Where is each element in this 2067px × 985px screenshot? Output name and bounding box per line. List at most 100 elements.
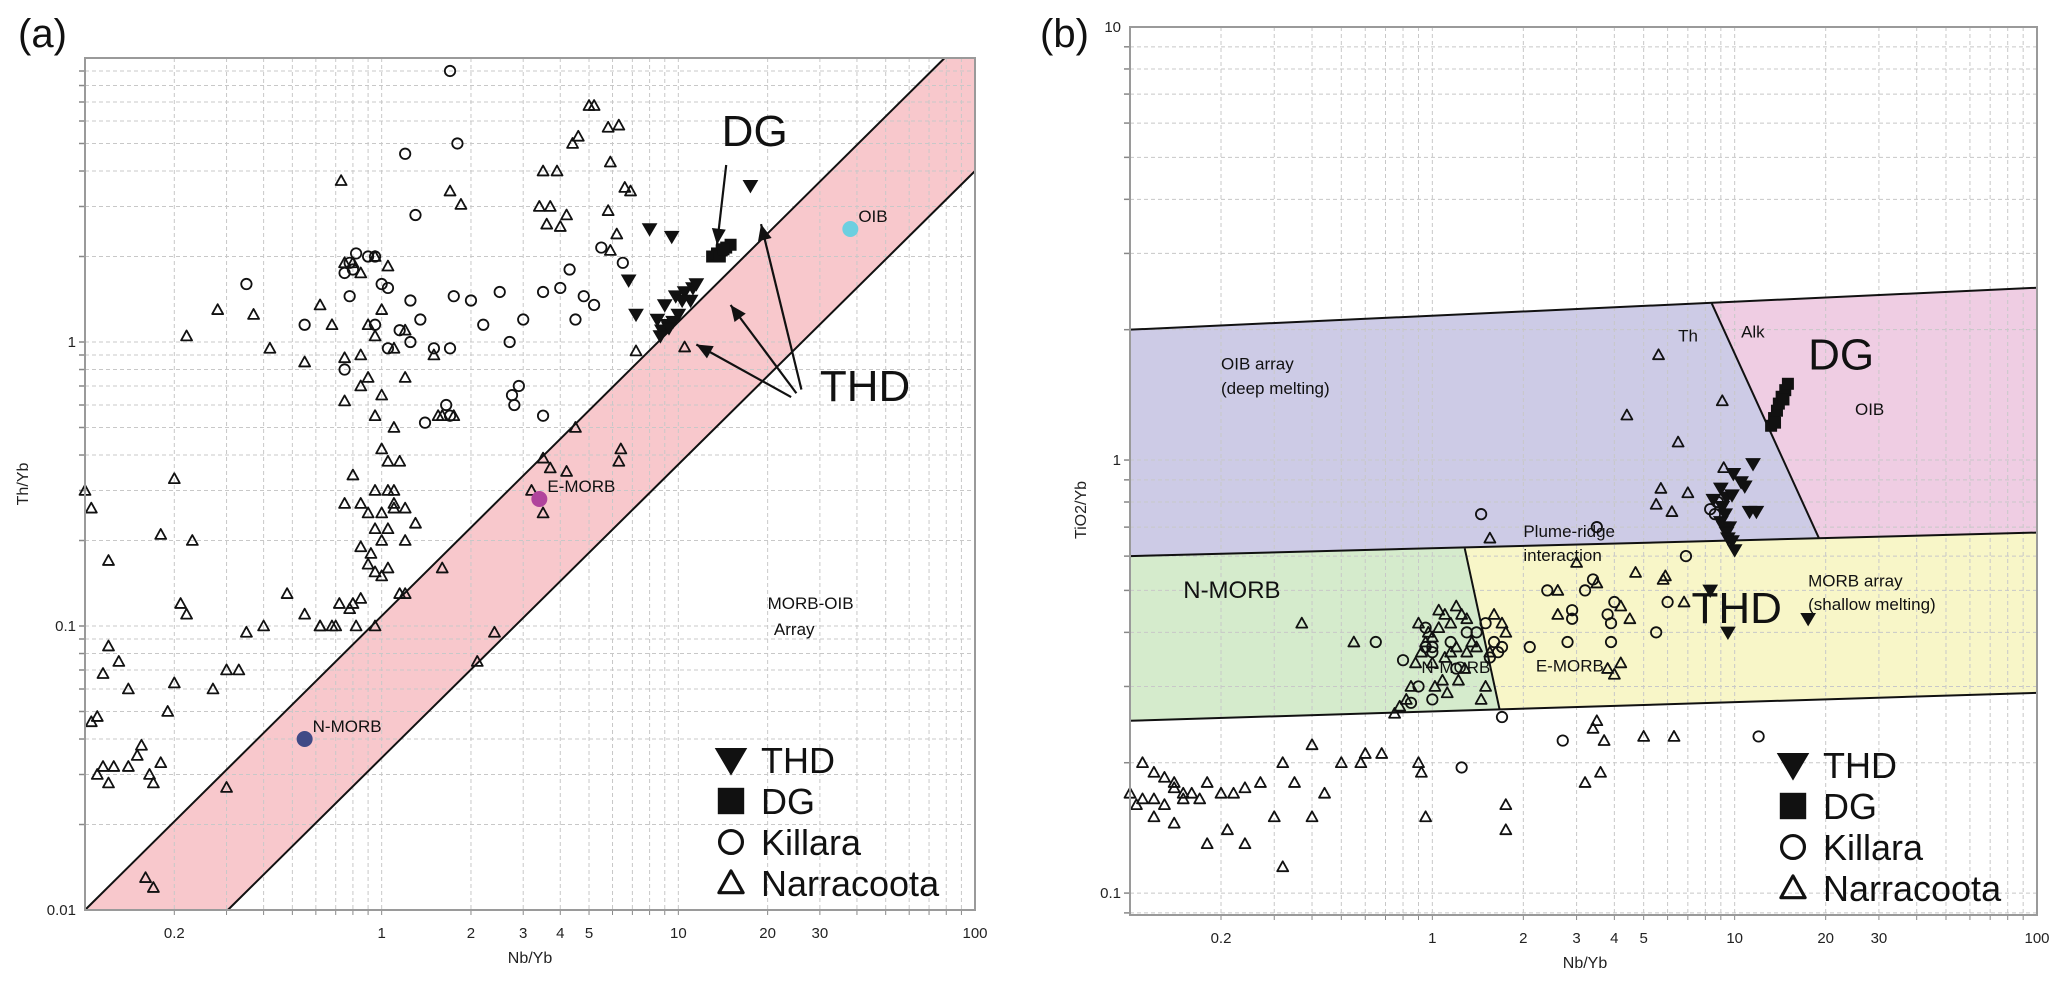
x-tick-label: 4 bbox=[1610, 930, 1618, 947]
x-tick-label: 5 bbox=[585, 925, 593, 942]
reference-label-n-morb: N-MORB bbox=[313, 717, 382, 736]
point-narracoota bbox=[454, 198, 468, 210]
point-narracoota bbox=[1375, 747, 1389, 759]
point-narracoota bbox=[381, 454, 395, 467]
point-killara bbox=[493, 285, 506, 299]
point-narracoota bbox=[1629, 566, 1642, 578]
point-narracoota bbox=[1444, 616, 1458, 629]
point-killara bbox=[443, 342, 457, 355]
y-axis-title-b: TiO2/Yb bbox=[1073, 481, 1090, 539]
point-killara bbox=[298, 318, 311, 331]
annotation-label: OIB bbox=[1855, 400, 1884, 419]
point-narracoota bbox=[1419, 635, 1432, 648]
x-tick-label: 0.2 bbox=[164, 925, 185, 942]
series-dg bbox=[706, 238, 737, 263]
point-narracoota bbox=[180, 329, 193, 342]
point-narracoota bbox=[338, 497, 352, 509]
annotation-label: DG bbox=[722, 107, 788, 156]
point-narracoota bbox=[368, 619, 382, 632]
point-narracoota bbox=[298, 355, 312, 368]
regions-a bbox=[85, 58, 975, 910]
point-narracoota bbox=[1449, 599, 1463, 612]
point-narracoota bbox=[398, 371, 412, 383]
point-narracoota bbox=[1438, 608, 1452, 620]
point-narracoota bbox=[1458, 662, 1472, 674]
point-narracoota bbox=[398, 501, 412, 514]
point-narracoota bbox=[1412, 616, 1425, 629]
point-narracoota bbox=[1158, 770, 1171, 783]
point-killara bbox=[616, 256, 629, 269]
y-tick-label: 0.1 bbox=[55, 618, 76, 635]
point-narracoota bbox=[354, 497, 368, 509]
point-narracoota bbox=[1479, 680, 1492, 692]
point-narracoota bbox=[146, 776, 160, 789]
point-narracoota bbox=[375, 388, 389, 401]
point-narracoota bbox=[624, 184, 637, 197]
boundary-line bbox=[1463, 548, 1501, 711]
point-narracoota bbox=[139, 871, 152, 883]
point-killara bbox=[381, 281, 395, 295]
point-narracoota bbox=[1318, 786, 1331, 799]
point-narracoota bbox=[1601, 662, 1615, 674]
point-killara bbox=[1679, 550, 1693, 563]
point-narracoota bbox=[603, 244, 617, 256]
point-narracoota bbox=[1409, 656, 1422, 669]
point-killara bbox=[381, 342, 395, 355]
point-narracoota bbox=[540, 217, 554, 230]
point-narracoota bbox=[431, 409, 445, 422]
point-killara bbox=[440, 398, 453, 412]
x-tick-label: 1 bbox=[377, 925, 385, 942]
point-narracoota bbox=[1221, 823, 1234, 836]
point-narracoota bbox=[1227, 786, 1240, 799]
point-narracoota bbox=[146, 881, 160, 893]
point-narracoota bbox=[1167, 816, 1181, 829]
point-narracoota bbox=[257, 619, 271, 632]
point-killara bbox=[1752, 730, 1765, 743]
panel-label-b: (b) bbox=[1040, 12, 1089, 56]
point-narracoota bbox=[612, 454, 626, 467]
y-tick-label: 1 bbox=[1113, 452, 1121, 469]
reference-point-e-morb bbox=[531, 491, 548, 508]
x-axis-title-b: Nb/Yb bbox=[1563, 955, 1608, 972]
point-narracoota bbox=[1167, 776, 1181, 788]
regions-b bbox=[1130, 287, 2037, 721]
legend-marker-thd bbox=[714, 747, 748, 776]
point-narracoota bbox=[1185, 786, 1199, 799]
legend-label-thd: THD bbox=[761, 740, 835, 781]
point-killara bbox=[554, 281, 567, 295]
point-narracoota bbox=[470, 655, 484, 667]
point-narracoota bbox=[1620, 408, 1634, 421]
region-oib-alk bbox=[1711, 287, 2037, 539]
annotation-label: Plume-ridge bbox=[1523, 522, 1615, 541]
point-narracoota bbox=[1254, 776, 1267, 788]
point-narracoota bbox=[569, 421, 582, 433]
point-killara bbox=[1475, 508, 1488, 521]
point-narracoota bbox=[1717, 461, 1731, 474]
point-killara bbox=[1369, 635, 1382, 649]
points-b bbox=[1123, 348, 1817, 873]
point-thd bbox=[674, 294, 691, 309]
point-narracoota bbox=[1404, 680, 1418, 692]
point-narracoota bbox=[332, 597, 346, 609]
point-narracoota bbox=[1499, 625, 1513, 638]
x-tick-label: 20 bbox=[759, 925, 776, 942]
point-narracoota bbox=[1176, 786, 1190, 799]
point-narracoota bbox=[1715, 394, 1729, 407]
point-thd bbox=[652, 330, 669, 344]
point-narracoota bbox=[263, 341, 277, 354]
point-narracoota bbox=[536, 506, 550, 519]
grid-a bbox=[85, 58, 975, 910]
point-narracoota bbox=[174, 597, 187, 609]
y-tick-label: 1 bbox=[68, 334, 76, 351]
legend-label-killara: Killara bbox=[1823, 827, 1924, 868]
point-killara bbox=[1404, 696, 1418, 709]
grid-b bbox=[1130, 27, 2037, 915]
point-narracoota bbox=[1200, 776, 1214, 788]
point-narracoota bbox=[571, 129, 585, 142]
point-killara bbox=[414, 313, 427, 326]
arrow-head bbox=[730, 304, 746, 322]
point-killara bbox=[1495, 640, 1509, 654]
legend-marker-killara bbox=[717, 828, 745, 856]
x-tick-label: 5 bbox=[1639, 930, 1647, 947]
